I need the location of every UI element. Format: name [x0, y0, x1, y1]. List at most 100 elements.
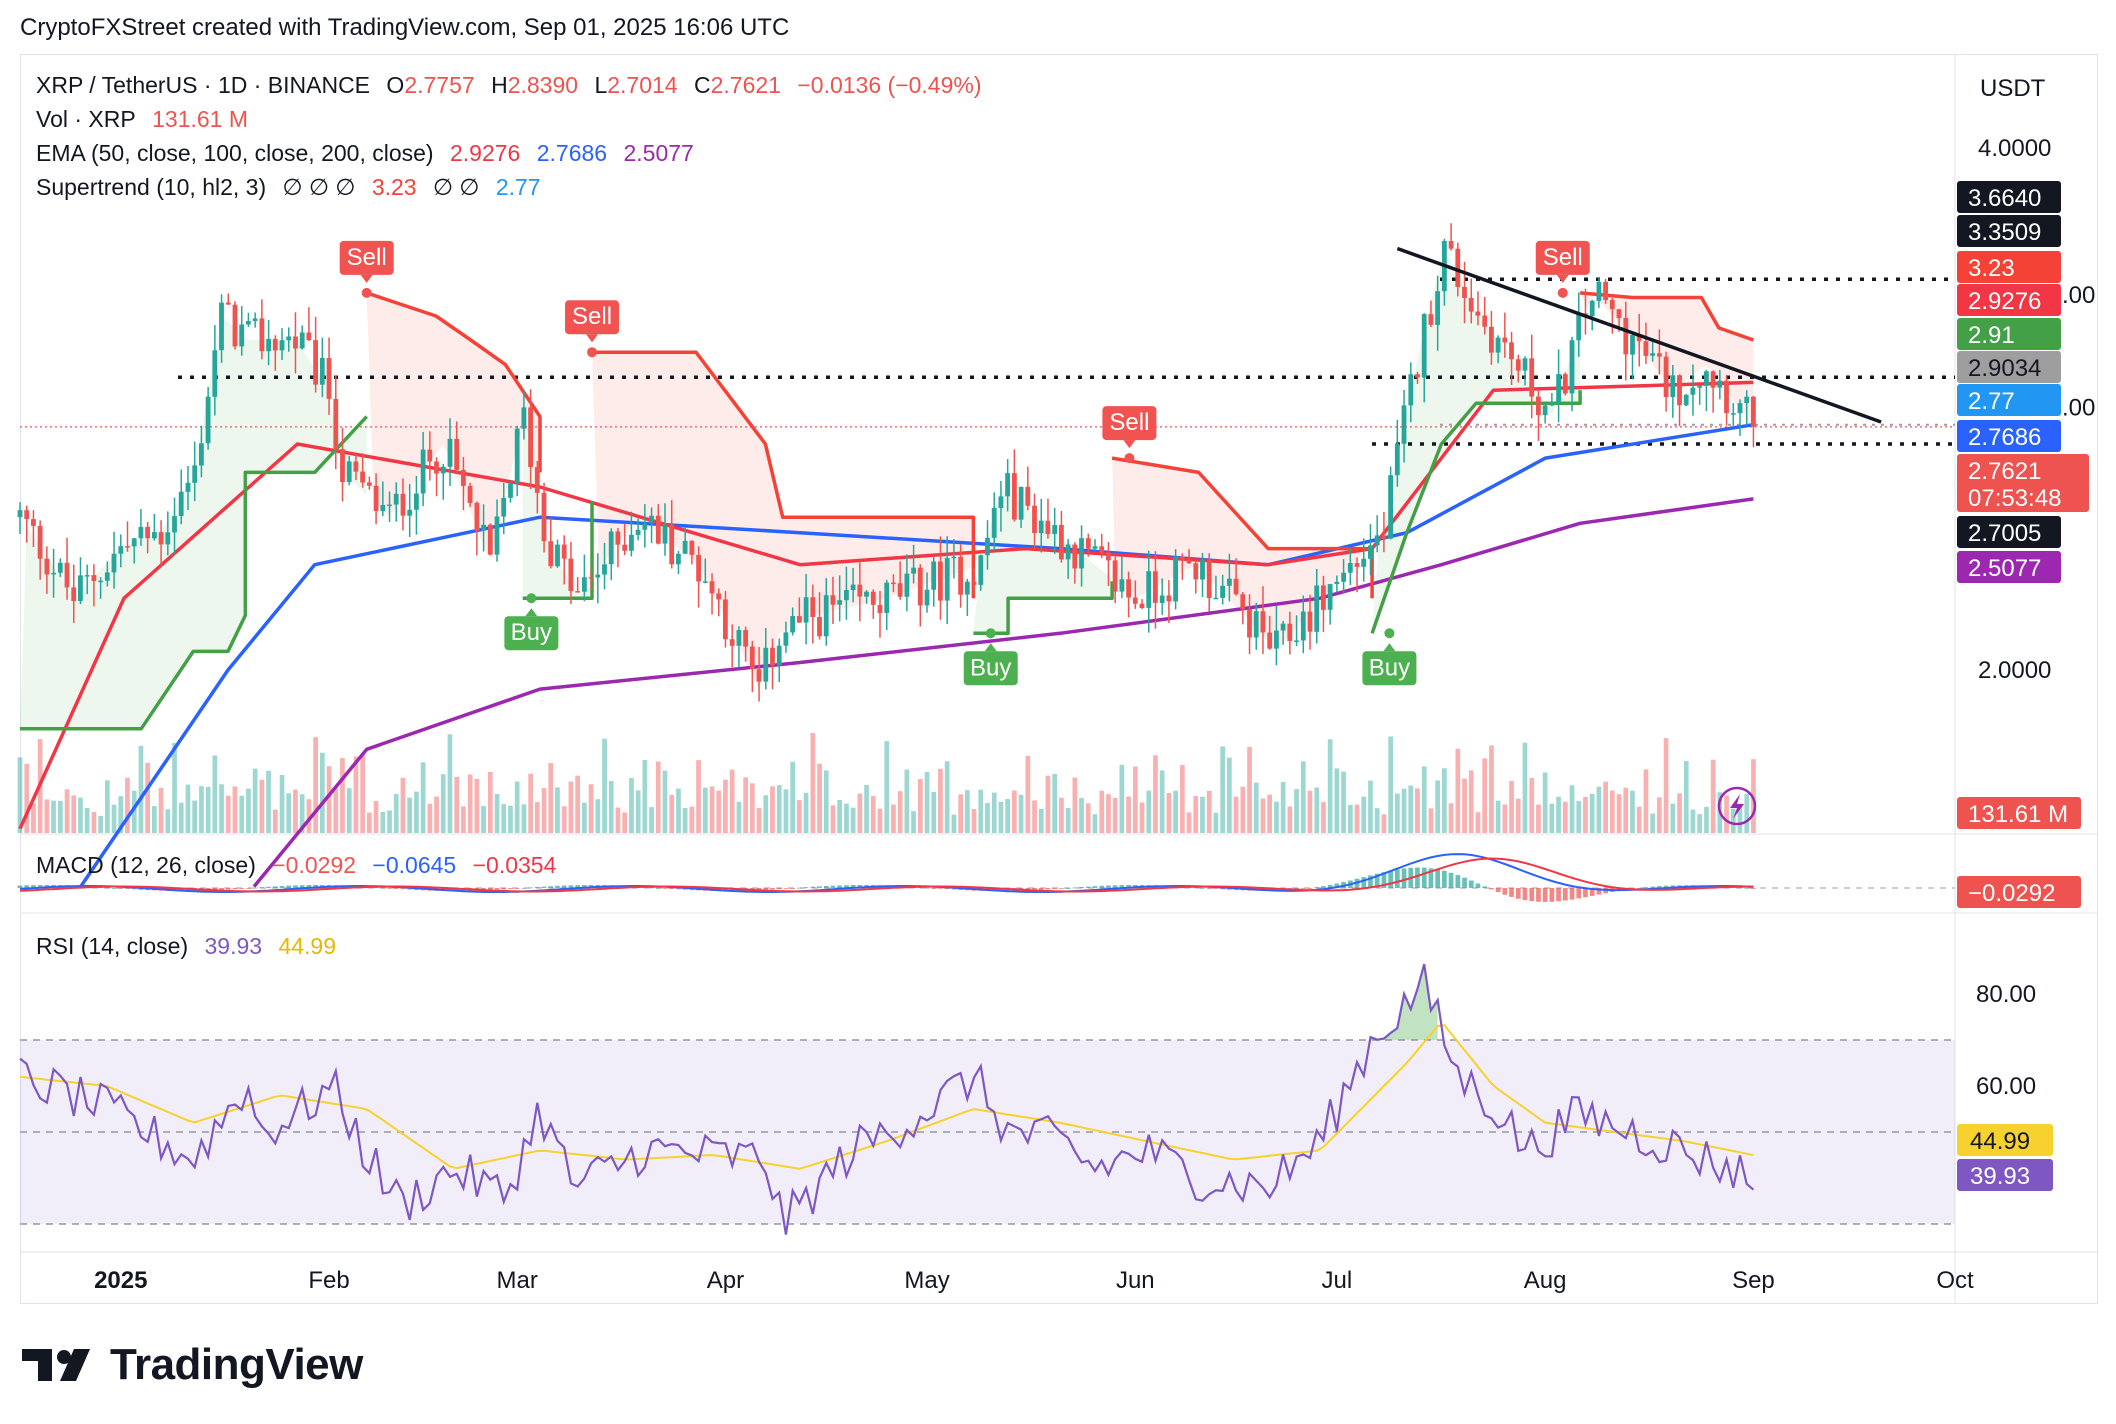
volume-bar: [1213, 812, 1219, 833]
candle-body: [1126, 579, 1131, 598]
candle-body: [944, 558, 950, 601]
candle-body: [1677, 375, 1682, 406]
volume-bar: [696, 760, 701, 833]
macd-hist-bar: [219, 888, 224, 890]
signal-dot: [361, 287, 372, 298]
candle-body: [212, 350, 218, 397]
header-note: CryptoFXStreet created with TradingView.…: [20, 14, 790, 41]
candle-body: [1643, 341, 1649, 356]
lightning-icon[interactable]: [1717, 786, 1757, 826]
macd-hist-bar: [1502, 888, 1508, 895]
candle-body: [1596, 281, 1602, 301]
volume-bar: [508, 805, 513, 833]
volume-bar: [454, 776, 460, 833]
legend-ema-label[interactable]: EMA (50, close, 100, close, 200, close): [36, 140, 434, 166]
candle-body: [266, 338, 271, 352]
signal-text: Sell: [347, 244, 387, 271]
candle-body: [1462, 286, 1467, 298]
candle-body: [440, 466, 446, 474]
candle-body: [353, 461, 359, 472]
macd-hist-bar: [380, 887, 386, 889]
volume-bar: [810, 733, 816, 833]
price-label-box: [1957, 551, 2061, 583]
macd-hist-bar: [1522, 888, 1528, 901]
volume-bar: [427, 803, 433, 833]
legend-st-label[interactable]: Supertrend (10, hl2, 3): [36, 174, 267, 200]
candle-body: [172, 516, 177, 533]
signal-sell-6: Sell: [1535, 240, 1590, 298]
legend-macd-label[interactable]: MACD (12, 26, close): [36, 852, 256, 878]
candle-body: [1751, 396, 1756, 427]
volume-bar: [682, 807, 688, 833]
volume-bar: [1670, 803, 1676, 833]
candle-body: [487, 524, 493, 555]
macd-hist-bar: [1556, 888, 1561, 902]
volume-bar: [1583, 796, 1588, 833]
macd-hist-bar: [541, 886, 547, 888]
macd-hist-bar: [528, 887, 533, 889]
macd-hist-bar: [1038, 888, 1044, 890]
candle-body: [1200, 560, 1205, 580]
candle-body: [494, 516, 500, 555]
volume-bar: [1146, 790, 1152, 833]
candle-body: [340, 449, 345, 482]
volume-bar: [293, 789, 298, 833]
rsi-overbought-fill: [1370, 964, 1438, 1040]
macd-hist-bar: [37, 885, 43, 888]
volume-bar: [279, 775, 285, 833]
legend-rsi-label[interactable]: RSI (14, close): [36, 933, 189, 959]
volume-bar: [1482, 758, 1487, 833]
supertrend-line-7: [1579, 291, 1754, 342]
price-label-black: 3.6640: [1957, 181, 2061, 213]
macd-hist-bar: [239, 888, 245, 889]
macd-hist-bar: [501, 888, 507, 890]
candle-body: [501, 497, 507, 517]
macd-hist-bar: [924, 887, 930, 889]
volume-bar: [474, 778, 480, 833]
candle-body: [1589, 300, 1595, 316]
volume-bar: [965, 790, 970, 833]
macd-hist-bar: [1737, 887, 1743, 889]
macd-hist-bar: [1112, 885, 1118, 888]
volume-bar: [1381, 814, 1387, 833]
volume-bar: [1005, 799, 1010, 833]
supertrend-fill-3: [592, 352, 974, 688]
macd-hist-bar: [1549, 888, 1555, 902]
brand-logo[interactable]: TradingView: [22, 1340, 363, 1390]
trendline-group: [1396, 246, 1882, 424]
macd-hist-bar: [837, 885, 842, 888]
legend-low-label: L: [594, 72, 608, 98]
volume-bar: [440, 774, 446, 833]
candle-body: [1522, 358, 1528, 371]
candle-body: [803, 597, 809, 623]
volume-bar: [1065, 808, 1071, 833]
legend-symbol[interactable]: XRP / TetherUS · 1D · BINANCE: [36, 72, 371, 98]
legend-ema200: 2.5077: [623, 140, 694, 166]
macd-hist-bar: [299, 885, 305, 888]
macd-hist-bar: [1193, 887, 1199, 889]
legend-vol-label[interactable]: Vol · XRP: [36, 106, 136, 132]
candle-body: [17, 510, 23, 518]
candle-body: [669, 524, 675, 565]
legend-open-label: O: [386, 72, 405, 98]
candle-body: [1394, 443, 1400, 476]
macd-hist-bar: [951, 888, 957, 890]
candle-body: [978, 555, 984, 585]
macd-hist-bar: [1381, 872, 1387, 888]
candle-body: [723, 599, 728, 640]
macd-hist-bar: [723, 888, 728, 892]
candle-body: [1657, 353, 1662, 357]
volume-bar: [1569, 785, 1575, 833]
supertrend-line-6: [1370, 390, 1582, 634]
volume-bar: [582, 802, 587, 833]
signal-pointer: [984, 643, 997, 652]
volume-bar: [689, 806, 695, 833]
volume-bar: [870, 796, 876, 833]
volume-bar: [434, 796, 439, 833]
candle-body: [1502, 337, 1508, 343]
macd-hist-bar: [803, 887, 809, 888]
volume-bar: [1374, 808, 1380, 833]
volume-bar: [1697, 814, 1702, 833]
candle-body: [561, 544, 567, 559]
